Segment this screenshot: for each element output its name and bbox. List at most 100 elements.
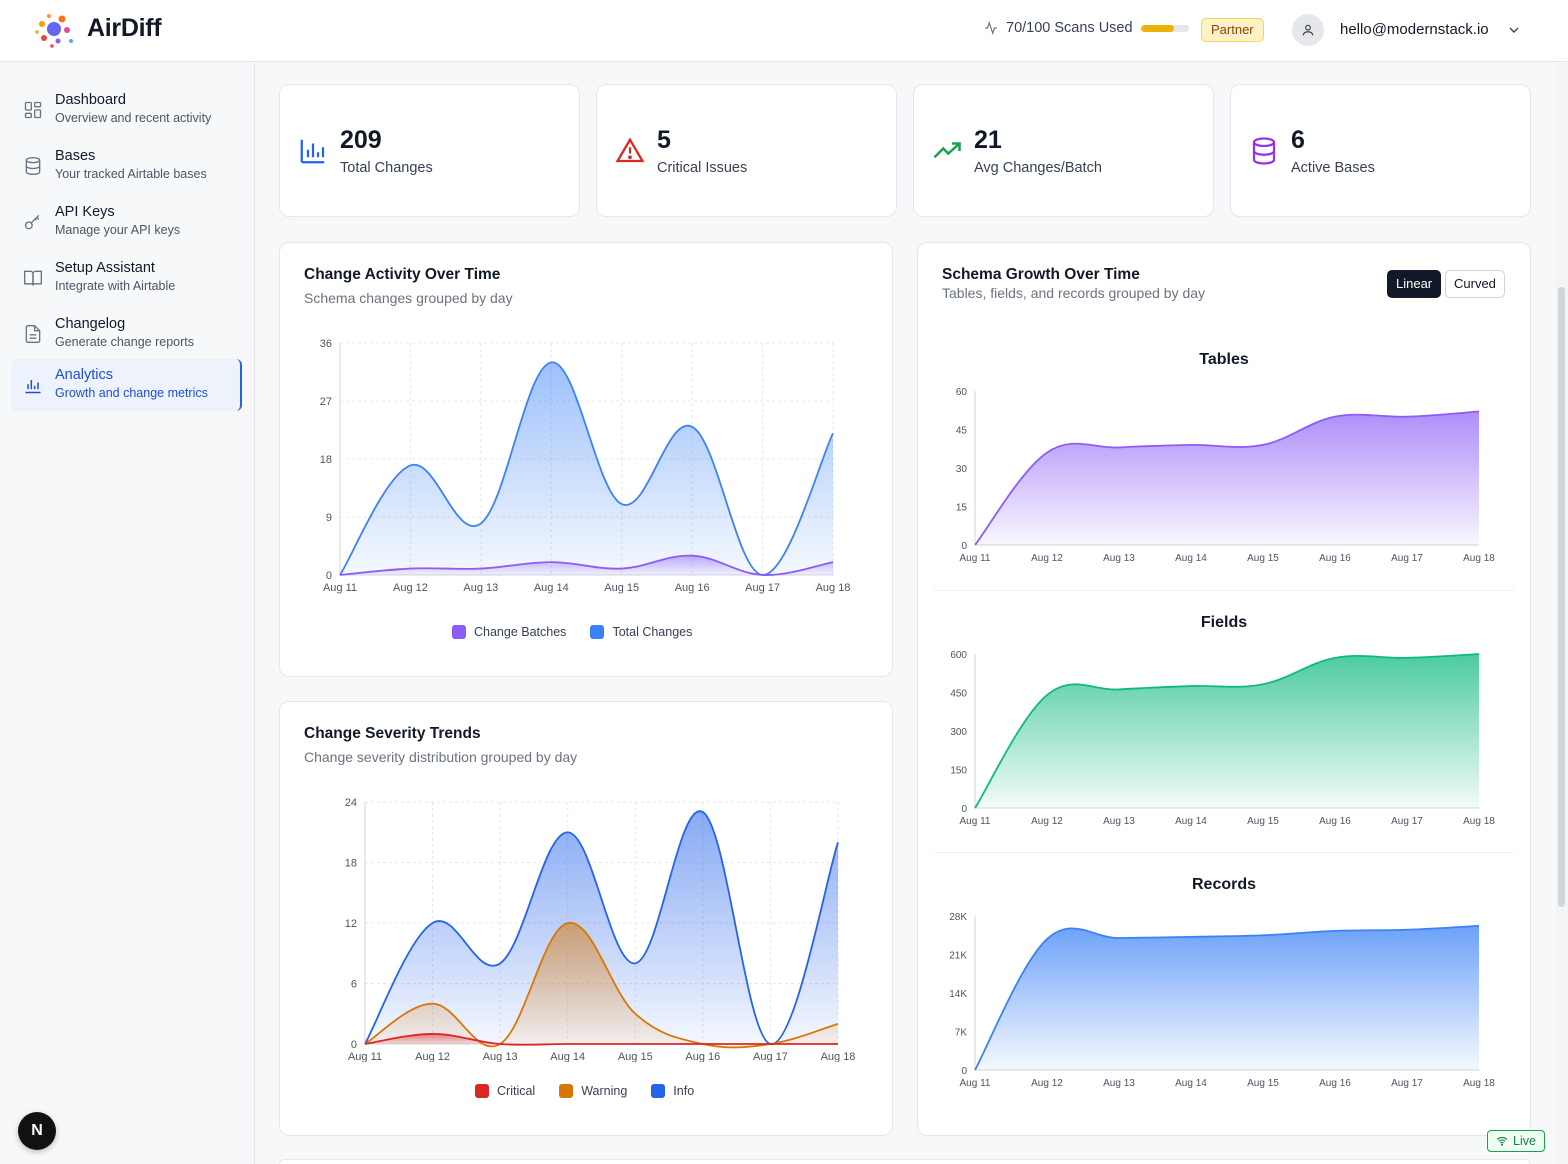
sidebar-item-changelog[interactable]: Changelog Generate change reports xyxy=(11,308,242,360)
scan-usage: 70/100 Scans Used xyxy=(984,20,1189,36)
series-line-change-batches[interactable] xyxy=(339,554,834,576)
database-icon xyxy=(1252,137,1276,165)
x-tick-label: Aug 16 xyxy=(1319,553,1351,564)
stat-card-total-changes: 209 Total Changes xyxy=(279,84,580,217)
wifi-icon xyxy=(1496,1137,1508,1146)
y-tick-label: 0 xyxy=(326,570,332,582)
x-tick-label: Aug 15 xyxy=(618,1051,653,1062)
divider xyxy=(934,590,1514,591)
y-tick-label: 9 xyxy=(326,512,332,524)
sidebar-item-api-keys[interactable]: API Keys Manage your API keys xyxy=(11,196,242,248)
y-tick-label: 21K xyxy=(949,951,967,962)
series-area-fields xyxy=(975,654,1479,808)
y-tick-label: 0 xyxy=(961,804,967,815)
stat-value: 5 xyxy=(657,126,671,154)
next-card-edge xyxy=(279,1159,1531,1164)
stat-card-active-bases: 6 Active Bases xyxy=(1230,84,1531,217)
x-tick-label: Aug 16 xyxy=(675,582,710,594)
y-tick-label: 30 xyxy=(956,464,968,475)
y-tick-label: 14K xyxy=(949,989,967,1000)
y-tick-label: 45 xyxy=(956,426,968,437)
brand-name: AirDiff xyxy=(87,14,162,42)
x-tick-label: Aug 14 xyxy=(1175,816,1207,827)
x-tick-label: Aug 11 xyxy=(348,1051,382,1062)
legend-item-total-changes[interactable]: Total Changes xyxy=(590,625,692,639)
x-tick-label: Aug 13 xyxy=(483,1051,518,1062)
x-tick-label: Aug 14 xyxy=(550,1051,585,1062)
x-tick-label: Aug 18 xyxy=(1463,816,1495,827)
y-tick-label: 0 xyxy=(961,1066,967,1077)
series-area-tables xyxy=(975,411,1479,545)
page-scrollbar[interactable] xyxy=(1556,63,1568,1164)
series-line-critical[interactable] xyxy=(364,1033,838,1046)
series-line-fields[interactable] xyxy=(974,653,1480,809)
legend-swatch xyxy=(651,1084,666,1098)
sidebar-item-dashboard[interactable]: Dashboard Overview and recent activity xyxy=(11,84,242,136)
dev-tools-button[interactable]: N xyxy=(18,1112,56,1150)
toggle-linear-button[interactable]: Linear xyxy=(1387,270,1442,298)
y-tick-label: 0 xyxy=(961,541,967,552)
grid-icon xyxy=(24,101,42,119)
trending-up-icon xyxy=(933,142,961,159)
series-line-warning[interactable] xyxy=(364,922,839,1049)
x-tick-label: Aug 14 xyxy=(534,582,569,594)
sidebar-item-subtitle: Your tracked Airtable bases xyxy=(55,167,207,181)
y-tick-label: 18 xyxy=(345,858,357,870)
y-tick-label: 60 xyxy=(956,387,968,398)
y-tick-label: 24 xyxy=(345,797,357,809)
x-tick-label: Aug 18 xyxy=(816,582,851,594)
x-tick-label: Aug 12 xyxy=(1031,553,1063,564)
activity-icon xyxy=(985,21,997,35)
user-email[interactable]: hello@modernstack.io xyxy=(1340,21,1489,38)
sidebar-item-setup-assistant[interactable]: Setup Assistant Integrate with Airtable xyxy=(11,252,242,304)
series-line-records[interactable] xyxy=(974,925,1480,1071)
legend-item-warning[interactable]: Warning xyxy=(559,1084,627,1098)
x-tick-label: Aug 18 xyxy=(1463,1078,1495,1089)
legend-item-critical[interactable]: Critical xyxy=(475,1084,535,1098)
user-icon xyxy=(1302,24,1314,36)
series-line-tables[interactable] xyxy=(974,410,1480,546)
legend-swatch xyxy=(452,625,466,639)
scan-usage-bar xyxy=(1140,24,1189,32)
top-header: AirDiff 70/100 Scans Used Partner hello@… xyxy=(0,0,1568,62)
legend-item-change-batches[interactable]: Change Batches xyxy=(452,625,566,639)
y-tick-label: 600 xyxy=(950,650,967,661)
sidebar-item-analytics[interactable]: Analytics Growth and change metrics xyxy=(11,359,242,411)
x-tick-label: Aug 16 xyxy=(1319,1078,1351,1089)
toggle-curved-button[interactable]: Curved xyxy=(1445,270,1505,298)
avatar[interactable] xyxy=(1292,14,1324,46)
tables-chart-title: Tables xyxy=(1199,351,1249,368)
series-line-total-changes[interactable] xyxy=(339,361,834,576)
schema-growth-card: Schema Growth Over Time Tables, fields, … xyxy=(917,242,1531,1136)
y-tick-label: 12 xyxy=(345,918,357,930)
stat-value: 6 xyxy=(1291,126,1305,154)
scan-usage-label: 70/100 Scans Used xyxy=(1006,20,1133,36)
legend-label: Critical xyxy=(497,1084,536,1098)
x-tick-label: Aug 17 xyxy=(1391,816,1423,827)
sidebar-item-bases[interactable]: Bases Your tracked Airtable bases xyxy=(11,140,242,192)
x-tick-label: Aug 11 xyxy=(960,1078,991,1089)
x-tick-label: Aug 14 xyxy=(1175,1078,1207,1089)
x-tick-label: Aug 15 xyxy=(1247,1078,1279,1089)
legend-label: Total Changes xyxy=(612,625,693,639)
card-subtitle: Schema changes grouped by day xyxy=(304,290,513,306)
x-tick-label: Aug 15 xyxy=(1247,816,1279,827)
x-tick-label: Aug 15 xyxy=(1247,553,1279,564)
x-tick-label: Aug 18 xyxy=(1463,553,1495,564)
x-tick-label: Aug 16 xyxy=(685,1051,720,1062)
y-tick-label: 15 xyxy=(956,503,968,514)
stat-card-critical-issues: 5 Critical Issues xyxy=(596,84,897,217)
legend-item-info[interactable]: Info xyxy=(651,1084,694,1098)
chevron-down-icon[interactable] xyxy=(1506,22,1522,38)
x-tick-label: Aug 11 xyxy=(323,582,357,594)
records-chart-title: Records xyxy=(1191,876,1257,893)
sidebar-item-subtitle: Integrate with Airtable xyxy=(55,279,176,293)
records-chart: 0 7K 14K 21K 28K Aug 11 Aug 12 Aug 13 Aug 14 Aug … xyxy=(949,912,1495,1089)
legend-swatch xyxy=(590,625,605,639)
y-tick-label: 18 xyxy=(320,454,332,466)
tables-chart: 0 15 30 45 60 Aug 11 Aug 12 Aug 13 Aug 14 Aug 15 A… xyxy=(956,387,1495,564)
airdiff-logo[interactable] xyxy=(32,10,76,50)
sidebar-item-title: API Keys xyxy=(55,204,115,220)
y-tick-label: 300 xyxy=(950,727,967,738)
scrollbar-thumb[interactable] xyxy=(1558,287,1565,907)
